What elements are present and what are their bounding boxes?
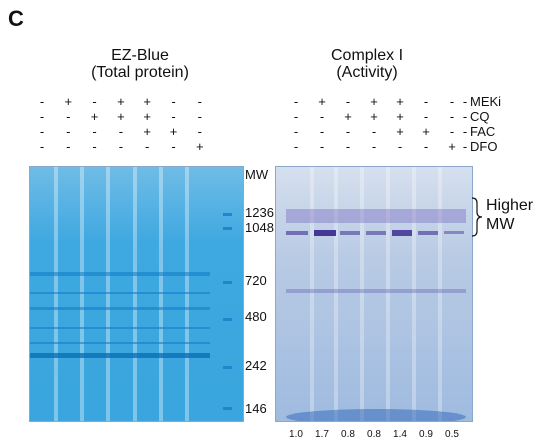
condition-label-cq: CQ (470, 109, 490, 124)
condition-sign: - (171, 139, 176, 154)
mw-marker-480: 480 (245, 309, 267, 324)
condition-sign: - (423, 94, 429, 109)
condition-sign: - (319, 139, 325, 154)
condition-sign: + (370, 109, 378, 124)
higher-mw-line-2: MW (486, 216, 515, 233)
higher-mw-label: Higher MW (486, 196, 533, 234)
higher-mw-bracket (470, 197, 484, 237)
complex-i-bands (286, 230, 464, 236)
condition-sign: - (66, 139, 71, 154)
condition-sign: - (118, 139, 124, 154)
condition-sign: + (370, 94, 378, 109)
left-title-line-2: (Total protein) (91, 64, 189, 81)
condition-label-dfo: DFO (470, 139, 498, 154)
condition-sign: + (169, 124, 178, 139)
condition-sign: + (318, 94, 326, 109)
condition-label-dash: - (462, 139, 468, 154)
condition-sign: + (117, 94, 125, 109)
right-title-line-2: (Activity) (336, 64, 398, 81)
condition-sign: + (64, 94, 73, 109)
condition-sign: + (396, 124, 404, 139)
mw-header: MW (245, 167, 269, 182)
right-title-line-1: Complex I (330, 47, 404, 64)
condition-label-fac: FAC (470, 124, 496, 139)
condition-sign: + (344, 109, 352, 124)
mw-marker-242: 242 (245, 358, 267, 373)
condition-sign: - (293, 109, 299, 124)
condition-sign: - (319, 109, 325, 124)
condition-sign: - (171, 109, 176, 124)
condition-sign: - (171, 94, 176, 109)
condition-sign: - (39, 109, 45, 124)
condition-sign: + (422, 124, 430, 139)
condition-sign: - (197, 94, 202, 109)
condition-label-meki: MEKi (470, 94, 502, 109)
condition-sign: + (143, 94, 151, 109)
left-gel-title: EZ-Blue (Total protein) (40, 47, 240, 81)
condition-sign: - (197, 109, 202, 124)
condition-label-dash: - (462, 124, 468, 139)
condition-sign: - (345, 124, 351, 139)
mw-marker-720: 720 (245, 273, 267, 288)
condition-sign: - (92, 139, 97, 154)
mw-marker-1236: 1236 (245, 205, 274, 220)
quant-value: 0.5 (445, 429, 459, 440)
condition-sign: - (423, 109, 429, 124)
quant-value: 0.8 (341, 429, 355, 440)
condition-sign: + (143, 124, 151, 139)
condition-sign: - (449, 109, 455, 124)
condition-sign: + (396, 94, 404, 109)
quant-value: 1.0 (289, 429, 303, 440)
condition-sign: - (66, 124, 71, 139)
quant-value: 1.7 (315, 429, 329, 440)
quant-value: 1.4 (393, 429, 407, 440)
condition-sign: - (39, 124, 45, 139)
left-title-line-1: EZ-Blue (111, 47, 169, 64)
condition-sign: - (293, 124, 299, 139)
condition-sign: - (449, 124, 455, 139)
condition-sign: - (397, 139, 403, 154)
complex-i-activity-gel (275, 166, 473, 422)
quant-value: 0.8 (367, 429, 381, 440)
condition-sign: - (39, 139, 45, 154)
total-protein-gel-image (30, 167, 243, 421)
condition-sign: - (145, 139, 150, 154)
condition-sign: - (449, 94, 455, 109)
condition-sign: - (118, 124, 124, 139)
condition-sign: + (90, 109, 99, 124)
right-gel-title: Complex I (Activity) (282, 47, 452, 81)
condition-sign: - (371, 124, 377, 139)
condition-sign: - (293, 139, 299, 154)
condition-sign: + (396, 109, 404, 124)
condition-sign: - (293, 94, 299, 109)
condition-sign: - (92, 94, 97, 109)
condition-sign: - (345, 94, 351, 109)
complex-i-gel-image (276, 167, 472, 421)
total-protein-gel (29, 166, 244, 422)
condition-sign: - (371, 139, 377, 154)
mw-marker-146: 146 (245, 401, 267, 416)
condition-sign: - (197, 124, 202, 139)
condition-sign: + (196, 139, 204, 154)
panel-label: C (8, 6, 24, 31)
condition-sign: + (448, 139, 456, 154)
condition-label-dash: - (462, 94, 468, 109)
quant-value: 0.9 (419, 429, 433, 440)
condition-sign: - (92, 124, 97, 139)
condition-sign: - (39, 94, 45, 109)
condition-sign: - (319, 124, 325, 139)
condition-sign: - (423, 139, 429, 154)
higher-mw-line-1: Higher (486, 197, 534, 214)
condition-sign: - (66, 109, 71, 124)
condition-sign: + (143, 109, 151, 124)
condition-sign: + (117, 109, 125, 124)
condition-sign: - (345, 139, 351, 154)
mw-marker-1048: 1048 (245, 220, 274, 235)
condition-label-dash: - (462, 109, 468, 124)
